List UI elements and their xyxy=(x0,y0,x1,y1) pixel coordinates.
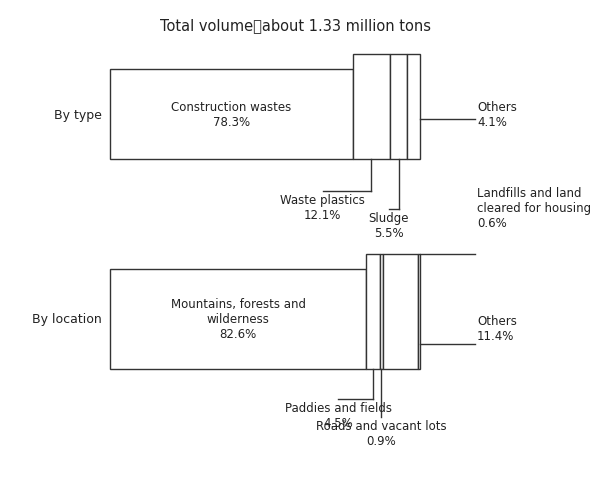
Bar xyxy=(383,254,418,369)
Text: Roads and vacant lots
0.9%: Roads and vacant lots 0.9% xyxy=(316,419,447,447)
Bar xyxy=(407,55,420,160)
Bar xyxy=(110,269,366,369)
Text: Sludge
5.5%: Sludge 5.5% xyxy=(369,212,409,240)
Bar xyxy=(353,55,390,160)
Text: Others
4.1%: Others 4.1% xyxy=(477,101,517,129)
Bar xyxy=(380,254,383,369)
Bar xyxy=(390,55,407,160)
Text: By type: By type xyxy=(54,108,102,121)
Text: Paddies and fields
4.5%: Paddies and fields 4.5% xyxy=(284,401,392,429)
Text: By location: By location xyxy=(32,313,102,326)
Bar xyxy=(418,254,420,369)
Text: Others
11.4%: Others 11.4% xyxy=(477,314,517,342)
Text: Waste plastics
12.1%: Waste plastics 12.1% xyxy=(280,193,365,222)
Text: Mountains, forests and
wilderness
82.6%: Mountains, forests and wilderness 82.6% xyxy=(171,298,306,341)
Text: Total volume：about 1.33 million tons: Total volume：about 1.33 million tons xyxy=(159,18,431,33)
Bar xyxy=(110,70,353,160)
Text: Construction wastes
78.3%: Construction wastes 78.3% xyxy=(171,101,291,129)
Bar xyxy=(366,254,380,369)
Text: Landfills and land
cleared for housing sites
0.6%: Landfills and land cleared for housing s… xyxy=(477,187,590,229)
